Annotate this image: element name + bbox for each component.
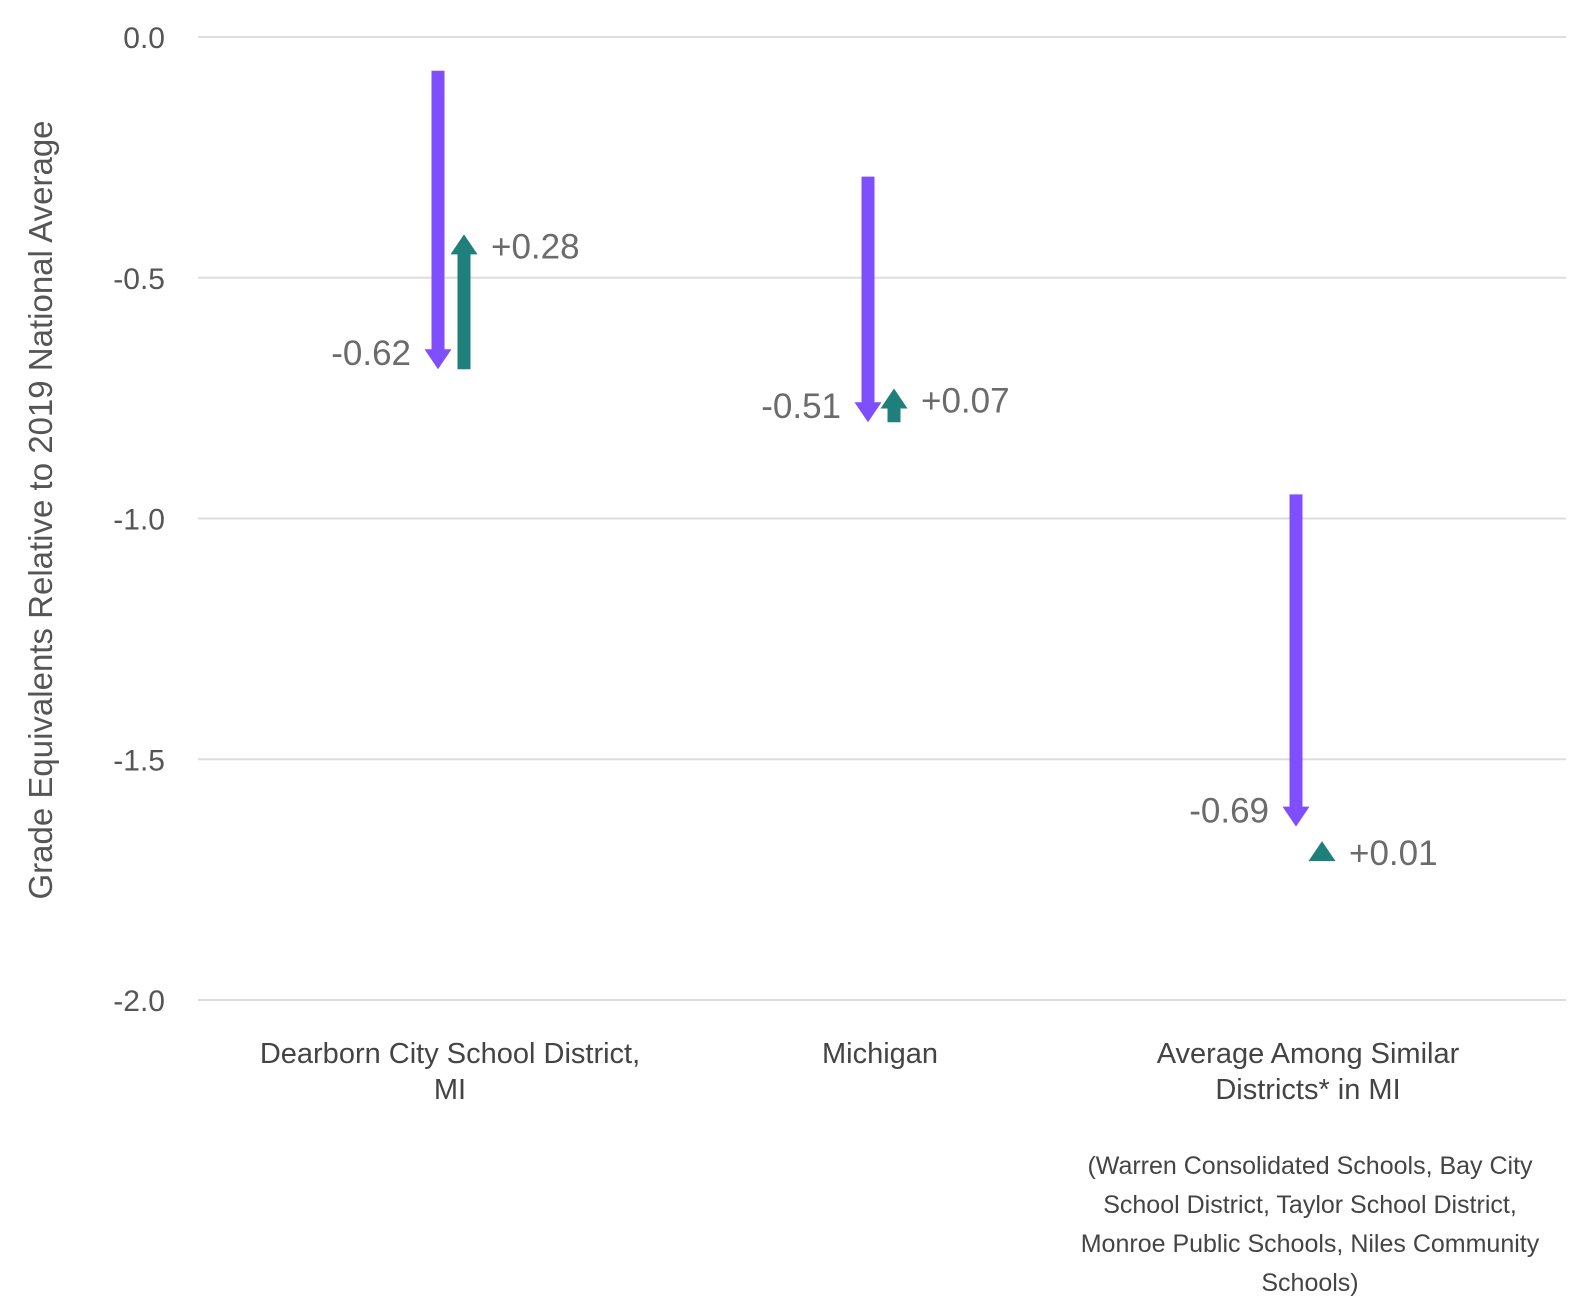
decline-label: -0.62 — [331, 334, 411, 373]
y-tick-label: -2.0 — [113, 985, 165, 1018]
recovery-label: +0.28 — [491, 227, 580, 266]
recovery-label: +0.07 — [921, 381, 1010, 420]
recovery-arrow — [880, 388, 908, 423]
footnote: (Warren Consolidated Schools, Bay City Sc… — [1081, 1152, 1540, 1297]
category-label: Districts* in MI — [1215, 1074, 1400, 1106]
y-tick-label: -1.0 — [113, 504, 165, 537]
footnote-line: Monroe Public Schools, Niles Community — [1081, 1230, 1540, 1258]
recovery-arrow — [450, 234, 478, 370]
y-axis-ticks: 0.0 -0.5 -1.0 -1.5 -2.0 — [113, 22, 165, 1018]
recovery-arrow — [1308, 841, 1336, 862]
footnote-line: School District, Taylor School District, — [1103, 1191, 1517, 1219]
arrows: -0.62 +0.28 -0.51 +0.07 -0.69 +0.01 — [331, 70, 1438, 873]
decline-arrow — [424, 70, 452, 370]
footnote-line: Schools) — [1261, 1269, 1358, 1297]
category-label: Average Among Similar — [1157, 1038, 1460, 1070]
y-tick-label: 0.0 — [123, 22, 165, 55]
category-label: Michigan — [822, 1038, 938, 1070]
decline-arrow — [854, 176, 882, 423]
decline-label: -0.51 — [761, 387, 841, 426]
decline-arrow — [1282, 494, 1310, 827]
y-tick-label: -0.5 — [113, 263, 165, 296]
footnote-line: (Warren Consolidated Schools, Bay City — [1087, 1152, 1533, 1180]
gridlines — [198, 36, 1566, 1001]
y-axis-label: Grade Equivalents Relative to 2019 Natio… — [22, 120, 59, 899]
recovery-label: +0.01 — [1349, 834, 1438, 873]
y-tick-label: -1.5 — [113, 744, 165, 777]
decline-label: -0.69 — [1189, 792, 1269, 831]
category-label: MI — [434, 1074, 466, 1106]
category-label: Dearborn City School District, — [260, 1038, 640, 1070]
category-labels: Dearborn City School District, MI Michigan… — [260, 1038, 1460, 1106]
